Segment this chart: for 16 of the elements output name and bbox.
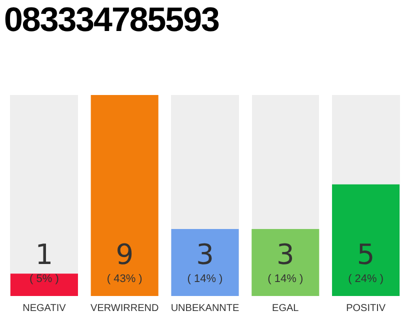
data-label: 3 (276, 238, 294, 271)
data-label: 3 (196, 238, 214, 271)
annotation: ( 24% ) (348, 273, 384, 285)
annotation: ( 14% ) (187, 273, 223, 285)
x-tick-label: POSITIV (346, 302, 386, 314)
data-label: 1 (35, 238, 54, 271)
annotation: ( 14% ) (268, 273, 304, 285)
annotation: ( 43% ) (106, 273, 142, 285)
annotation: ( 5% ) (30, 273, 59, 285)
x-tick-label: NEGATIV (22, 302, 66, 314)
chart-title: 083334785593 (4, 0, 219, 40)
data-label: 5 (356, 238, 375, 271)
data-label: 9 (116, 238, 134, 271)
x-tick-label: UNBEKANNTE (170, 302, 240, 314)
x-tick-label: VERWIRREND (90, 302, 159, 314)
x-tick-label: EGAL (272, 302, 300, 314)
